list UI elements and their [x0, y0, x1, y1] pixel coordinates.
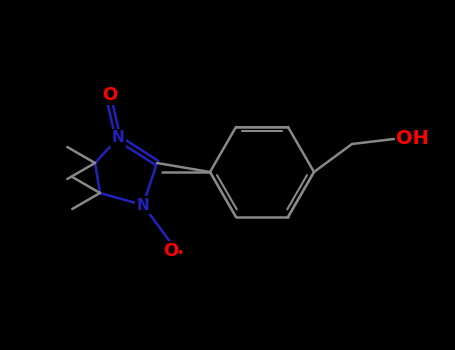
Text: N: N	[111, 131, 124, 146]
Text: N: N	[136, 197, 149, 212]
Text: O: O	[163, 242, 179, 260]
Text: O: O	[102, 86, 118, 104]
Text: OH: OH	[395, 130, 429, 148]
Text: •: •	[177, 246, 184, 259]
